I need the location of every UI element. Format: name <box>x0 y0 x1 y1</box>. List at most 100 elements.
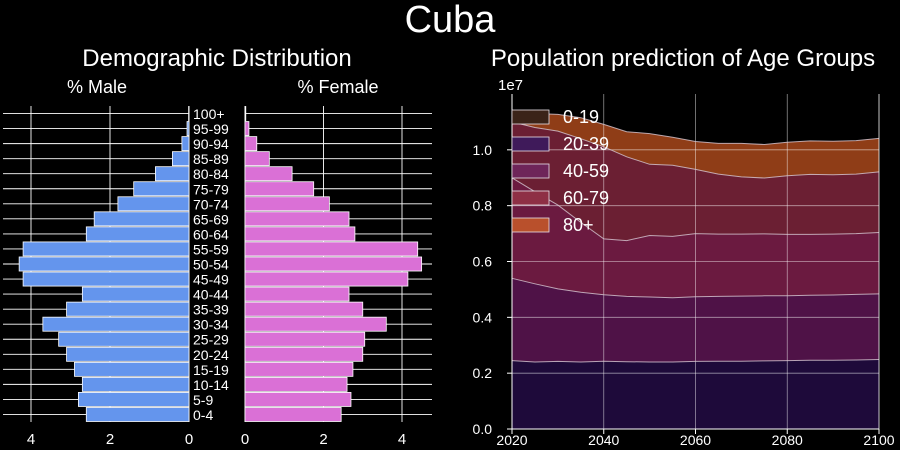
female-bar <box>244 106 247 121</box>
x-tick-label: 2060 <box>680 432 711 448</box>
legend-label: 20-39 <box>563 134 609 154</box>
male-bar <box>74 361 190 377</box>
female-tick-label: 2 <box>319 431 327 448</box>
age-group-label: 100+ <box>193 106 225 122</box>
age-group-label: 40-44 <box>193 287 229 303</box>
male-bar <box>78 392 190 407</box>
female-bar <box>244 181 315 197</box>
female-bar <box>244 301 364 317</box>
male-tick-label: 2 <box>106 431 114 448</box>
male-bar <box>58 331 190 347</box>
area-title: Population prediction of Age Groups <box>491 45 875 72</box>
male-bar <box>22 241 190 257</box>
female-bar <box>244 346 364 362</box>
male-x-ticks: 0 2 4 <box>27 431 193 448</box>
demographic-pyramid-chart: Demographic Distribution % Male % Female… <box>3 45 432 448</box>
legend-swatch <box>511 217 550 233</box>
male-axis-label: % Male <box>67 77 127 97</box>
y-tick-label: 0.2 <box>473 365 493 381</box>
age-group-labels: 0-45-910-1415-1920-2425-2930-3435-3940-4… <box>193 106 229 423</box>
female-bar <box>244 361 354 377</box>
male-bar <box>22 271 190 287</box>
x-tick-label: 2020 <box>496 432 527 448</box>
male-bar <box>42 316 190 332</box>
male-bar <box>66 346 190 362</box>
female-bar <box>244 121 250 136</box>
legend-label: 40-59 <box>563 161 609 181</box>
legend-label: 0-19 <box>563 107 599 127</box>
age-group-label: 70-74 <box>193 196 229 212</box>
y-offset-label: 1e7 <box>498 77 523 94</box>
age-group-label: 5-9 <box>193 392 213 408</box>
female-bars <box>244 106 423 422</box>
male-bar <box>181 136 190 152</box>
age-group-label: 15-19 <box>193 362 229 378</box>
male-bar <box>18 256 190 272</box>
age-group-label: 20-24 <box>193 347 229 363</box>
y-tick-label: 0.4 <box>473 309 493 325</box>
age-group-label: 85-89 <box>193 151 229 167</box>
y-tick-label: 0.0 <box>473 421 493 437</box>
age-group-label: 80-84 <box>193 166 229 182</box>
female-bar <box>244 196 330 212</box>
population-prediction-chart: Population prediction of Age Groups 1e7 … <box>473 45 895 448</box>
legend-label: 60-79 <box>563 188 609 208</box>
area-legend: 0-19 20-39 40-59 60-79 80+ <box>511 107 609 235</box>
female-bar <box>244 407 342 422</box>
legend-swatch <box>511 163 550 179</box>
female-bar <box>244 151 270 167</box>
age-group-label: 90-94 <box>193 136 229 152</box>
female-tick-label: 0 <box>241 431 249 448</box>
male-bars <box>18 106 190 422</box>
male-bar <box>133 181 190 197</box>
age-group-label: 55-59 <box>193 241 229 257</box>
male-bar <box>81 286 190 302</box>
female-bar <box>244 392 352 407</box>
age-group-label: 50-54 <box>193 257 229 273</box>
male-bar <box>81 376 190 392</box>
female-bar <box>244 331 366 347</box>
figure-title: Cuba <box>405 0 497 41</box>
area-boundary-line <box>511 277 880 299</box>
female-bar <box>244 211 350 227</box>
male-bar <box>85 407 190 422</box>
male-tick-label: 4 <box>27 431 35 448</box>
legend-label: 80+ <box>563 215 594 235</box>
female-bar <box>244 136 258 152</box>
legend-swatch <box>511 109 550 125</box>
female-bar <box>244 226 356 242</box>
age-group-label: 95-99 <box>193 121 229 137</box>
age-group-label: 60-64 <box>193 226 229 242</box>
female-bar <box>244 271 409 287</box>
female-bar <box>244 376 348 392</box>
x-tick-label: 2080 <box>772 432 803 448</box>
legend-swatch <box>511 190 550 206</box>
area-boundary-line <box>511 177 880 242</box>
age-group-label: 75-79 <box>193 181 229 197</box>
area-axes: 0.0 0.2 0.4 0.6 0.8 1.0 2020 2040 2060 2080 2100 <box>473 94 895 448</box>
female-bar <box>244 256 423 272</box>
female-x-ticks: 0 2 4 <box>241 431 406 448</box>
male-bar <box>85 226 190 242</box>
female-bar <box>244 316 387 332</box>
male-bar <box>186 121 190 136</box>
area-boundary-line <box>511 359 880 363</box>
age-group-label: 30-34 <box>193 317 229 333</box>
male-bar <box>172 151 190 167</box>
age-group-label: 10-14 <box>193 377 229 393</box>
female-tick-label: 4 <box>398 431 406 448</box>
y-tick-label: 1.0 <box>473 142 493 158</box>
male-bar <box>117 196 190 212</box>
female-bar <box>244 166 293 182</box>
female-axis-label: % Female <box>297 77 378 97</box>
area-boundary-line <box>511 110 880 146</box>
area-boundary-lines <box>511 110 880 363</box>
female-bar <box>244 286 350 302</box>
male-bar <box>66 301 190 317</box>
x-tick-label: 2100 <box>863 432 894 448</box>
female-bar <box>244 241 419 257</box>
y-tick-label: 0.8 <box>473 198 493 214</box>
age-group-label: 45-49 <box>193 272 229 288</box>
pyramid-title: Demographic Distribution <box>82 45 351 72</box>
